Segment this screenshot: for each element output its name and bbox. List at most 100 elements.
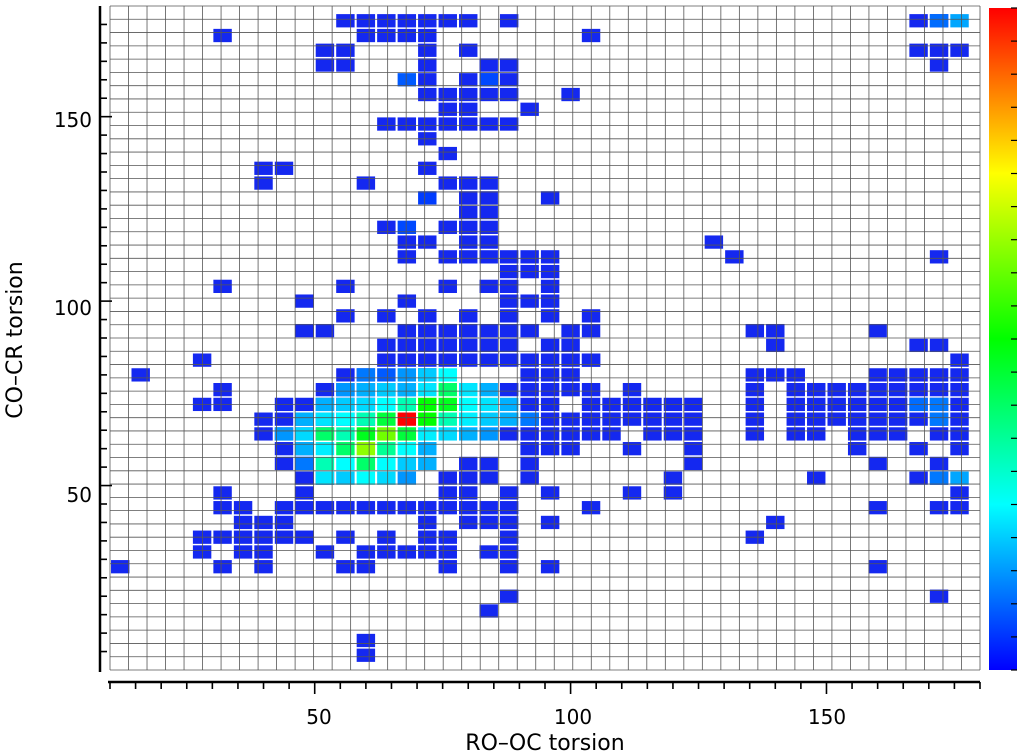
heatmap-cell — [745, 412, 765, 426]
heatmap-cell — [459, 353, 478, 367]
heatmap-cell — [929, 456, 949, 471]
heatmap-cell — [950, 412, 969, 426]
heatmap-cell — [213, 501, 232, 515]
heatmap-cell — [438, 383, 457, 397]
heatmap-cell — [336, 14, 355, 28]
heatmap-cell — [663, 486, 683, 500]
heatmap-cell — [622, 486, 642, 500]
x-tick-label-100: 100 — [554, 705, 592, 729]
heatmap-cell — [438, 279, 457, 293]
heatmap-cell — [315, 323, 335, 338]
heatmap-cell — [766, 323, 785, 338]
heatmap-cell — [888, 427, 908, 441]
heatmap-cell — [540, 191, 560, 205]
heatmap-cell — [684, 456, 703, 471]
heatmap-cell — [929, 412, 949, 426]
heatmap-cell — [295, 471, 314, 485]
heatmap-cell — [459, 14, 478, 28]
heatmap-cell — [274, 501, 294, 515]
heatmap-cell — [499, 58, 519, 72]
heatmap-cell — [438, 338, 457, 353]
heatmap-cell — [479, 501, 498, 515]
heatmap-cell — [540, 486, 560, 500]
heatmap-cell — [397, 338, 417, 353]
heatmap-cell — [561, 427, 580, 441]
heatmap-cell — [929, 368, 949, 382]
heatmap-cell — [479, 412, 498, 426]
heatmap-cell — [520, 471, 539, 485]
heatmap-cell — [295, 456, 314, 471]
heatmap-cell — [540, 412, 560, 426]
x-tick-label-50: 50 — [306, 705, 331, 729]
heatmap-cell — [377, 427, 396, 441]
heatmap-cell — [336, 471, 355, 485]
heatmap-cell — [418, 235, 437, 249]
heatmap-cell — [868, 323, 887, 338]
heatmap-cell — [929, 471, 949, 485]
heatmap-cell — [663, 427, 683, 441]
heatmap-cell — [192, 353, 212, 367]
heatmap-cell — [766, 515, 785, 530]
heatmap-cell — [499, 87, 519, 102]
heatmap-cell — [418, 323, 437, 338]
heatmap-cell — [356, 471, 376, 485]
heatmap-cell — [377, 501, 396, 515]
heatmap-cell — [418, 383, 437, 397]
heatmap-cell — [868, 412, 887, 426]
heatmap-cell — [438, 250, 457, 264]
heatmap-cell — [499, 383, 519, 397]
heatmap-cell — [336, 560, 355, 574]
heatmap-cell — [499, 250, 519, 264]
heatmap-cell — [950, 43, 969, 57]
heatmap-cell — [274, 161, 294, 175]
heatmap-cell — [315, 383, 335, 397]
heatmap-cell — [377, 220, 396, 234]
heatmap-cell — [233, 501, 253, 515]
heatmap-cell — [540, 338, 560, 353]
heatmap-cell — [418, 87, 437, 102]
heatmap-cell — [192, 545, 212, 559]
heatmap-cell — [315, 427, 335, 441]
heatmap-cell — [540, 353, 560, 367]
heatmap-cell — [499, 353, 519, 367]
heatmap-cell — [418, 353, 437, 367]
heatmap-cell — [438, 102, 457, 116]
heatmap-cell — [499, 412, 519, 426]
heatmap-cell — [459, 383, 478, 397]
y-tick-label-100: 100 — [54, 296, 92, 320]
heatmap-cell — [479, 176, 498, 190]
heatmap-cell — [336, 309, 355, 323]
heatmap-cell — [786, 368, 805, 382]
heatmap-cell — [377, 412, 396, 426]
heatmap-cell — [540, 383, 560, 397]
heatmap-cell — [868, 368, 887, 382]
heatmap-cell — [213, 560, 232, 574]
heatmap-cell — [295, 412, 314, 426]
heatmap-cell — [479, 323, 498, 338]
heatmap-cell — [561, 368, 580, 382]
heatmap-cell — [315, 442, 335, 456]
heatmap-cell — [315, 501, 335, 515]
axes — [98, 6, 981, 694]
heatmap-cell — [459, 456, 478, 471]
heatmap-cell — [499, 560, 519, 574]
heatmap-cell — [479, 515, 498, 530]
heatmap-cell — [418, 117, 437, 131]
heatmap-cell — [561, 323, 580, 338]
heatmap-cell — [397, 220, 417, 234]
heatmap-cell — [602, 427, 621, 441]
heatmap-cell — [540, 515, 560, 530]
heatmap-cell — [438, 323, 457, 338]
heatmap-cell — [643, 427, 662, 441]
heatmap-cell — [377, 338, 396, 353]
heatmap-cell — [520, 412, 539, 426]
heatmap-cell — [459, 309, 478, 323]
heatmap-cell — [274, 515, 294, 530]
heatmap-cell — [807, 427, 826, 441]
heatmap-cell — [479, 471, 498, 485]
heatmap-cell — [356, 456, 376, 471]
heatmap-cell — [438, 560, 457, 574]
heatmap-cell — [459, 87, 478, 102]
heatmap-cell — [397, 323, 417, 338]
heatmap-cell — [418, 43, 437, 57]
